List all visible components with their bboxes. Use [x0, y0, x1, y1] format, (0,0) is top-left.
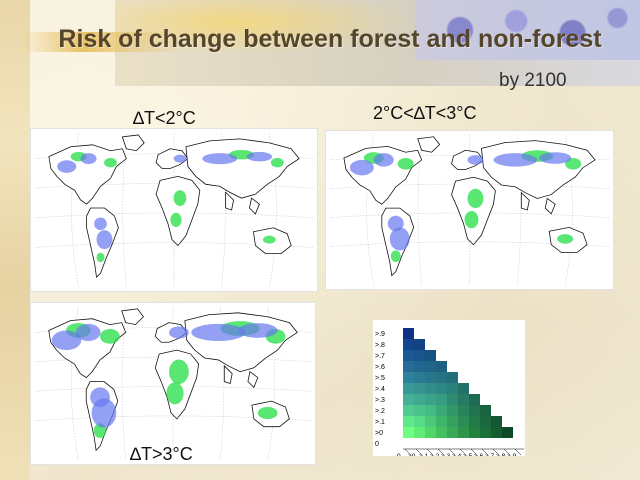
world-map-medium: [325, 130, 614, 290]
legend-x-label: >.7: [485, 453, 495, 456]
panel-label-medium: 2°C<∆T<3°C: [373, 103, 477, 123]
legend-cell: [458, 427, 469, 438]
legend-cell: [403, 350, 414, 361]
legend-x-label: >.1: [419, 453, 429, 456]
legend-cell: [480, 427, 491, 438]
legend-y-label: >.9: [375, 331, 385, 338]
legend-y-label: >.3: [375, 397, 385, 404]
legend-cell: [436, 361, 447, 372]
legend-cell: [403, 427, 414, 438]
legend-cell: [403, 328, 414, 339]
legend-cell: [469, 416, 480, 427]
legend-y-label: >.1: [375, 419, 385, 426]
legend-x-label: >.8: [496, 453, 506, 456]
legend-cell: [469, 394, 480, 405]
legend-cell: [403, 394, 414, 405]
legend-cell: [403, 383, 414, 394]
legend-x-label: >.3: [441, 453, 451, 456]
legend-cell: [403, 361, 414, 372]
legend-cell: [447, 416, 458, 427]
legend-x-label: >.5: [463, 453, 473, 456]
world-map-high: [30, 302, 316, 465]
legend-cell: [414, 350, 425, 361]
legend-y-label: >.4: [375, 386, 385, 393]
legend-cell: [425, 361, 436, 372]
legend-cell: [414, 383, 425, 394]
legend-x-label: >.4: [452, 453, 462, 456]
legend-cell: [458, 416, 469, 427]
legend-y-label: >.5: [375, 375, 385, 382]
legend-cell: [425, 350, 436, 361]
legend-cell: [491, 416, 502, 427]
legend-cell: [469, 405, 480, 416]
legend-cell: [425, 416, 436, 427]
legend-cell: [436, 416, 447, 427]
legend-cell: [425, 383, 436, 394]
legend-x-label: >.9: [507, 453, 517, 456]
legend-y-label: 0: [375, 441, 379, 448]
legend-x-label: >.6: [474, 453, 484, 456]
legend-cell: [425, 372, 436, 383]
legend-cell: [447, 427, 458, 438]
legend-cell: [414, 339, 425, 350]
legend-cell: [491, 427, 502, 438]
world-map-svg: [329, 134, 610, 286]
legend-cell: [458, 383, 469, 394]
legend-cell: [469, 427, 480, 438]
slide-subtitle: by 2100: [499, 70, 567, 91]
legend-cell: [403, 372, 414, 383]
legend-cell: [414, 405, 425, 416]
legend-y-label: >.7: [375, 353, 385, 360]
legend-matrix: 0>0>.1>.2>.3>.4>.5>.6>.7>.8>.90>0>.1>.2>…: [375, 328, 524, 456]
panel-label-high: ∆T>3°C: [130, 444, 193, 464]
legend-cell: [403, 416, 414, 427]
legend-cell: [458, 394, 469, 405]
legend-cell: [425, 394, 436, 405]
legend-y-label: >.2: [375, 408, 385, 415]
legend-cell: [403, 405, 414, 416]
world-map-svg: [34, 132, 314, 288]
legend-cell: [414, 372, 425, 383]
legend-cell: [414, 394, 425, 405]
legend-cell: [436, 427, 447, 438]
legend-cell: [447, 405, 458, 416]
world-map-svg: [34, 306, 312, 461]
legend-cell: [414, 361, 425, 372]
legend-x-label: >0: [408, 453, 416, 456]
legend-cell: [425, 427, 436, 438]
gold-swoosh: [20, 32, 180, 52]
legend-cell: [447, 394, 458, 405]
legend-cell: [480, 416, 491, 427]
legend-cell: [403, 339, 414, 350]
legend-cell: [447, 372, 458, 383]
legend-cell: [436, 405, 447, 416]
legend-cell: [502, 427, 513, 438]
world-map-low: [30, 128, 318, 292]
legend-x-label: 0: [397, 453, 401, 456]
legend-cell: [436, 372, 447, 383]
color-legend: 0>0>.1>.2>.3>.4>.5>.6>.7>.8>.90>0>.1>.2>…: [373, 320, 525, 456]
legend-cell: [425, 405, 436, 416]
flower-decoration-blue: [415, 0, 640, 60]
left-decorative-strip: [0, 0, 30, 480]
legend-cell: [480, 405, 491, 416]
legend-cell: [414, 427, 425, 438]
legend-y-label: >.6: [375, 364, 385, 371]
panel-label-low: ∆T<2°C: [133, 108, 196, 128]
legend-cell: [403, 438, 414, 449]
legend-y-label: >0: [375, 430, 383, 437]
slide-title: Risk of change between forest and non-fo…: [58, 25, 602, 53]
legend-x-label: >.2: [430, 453, 440, 456]
legend-cell: [436, 394, 447, 405]
legend-cell: [436, 383, 447, 394]
legend-cell: [458, 405, 469, 416]
legend-cell: [414, 416, 425, 427]
legend-y-label: >.8: [375, 342, 385, 349]
legend-cell: [447, 383, 458, 394]
